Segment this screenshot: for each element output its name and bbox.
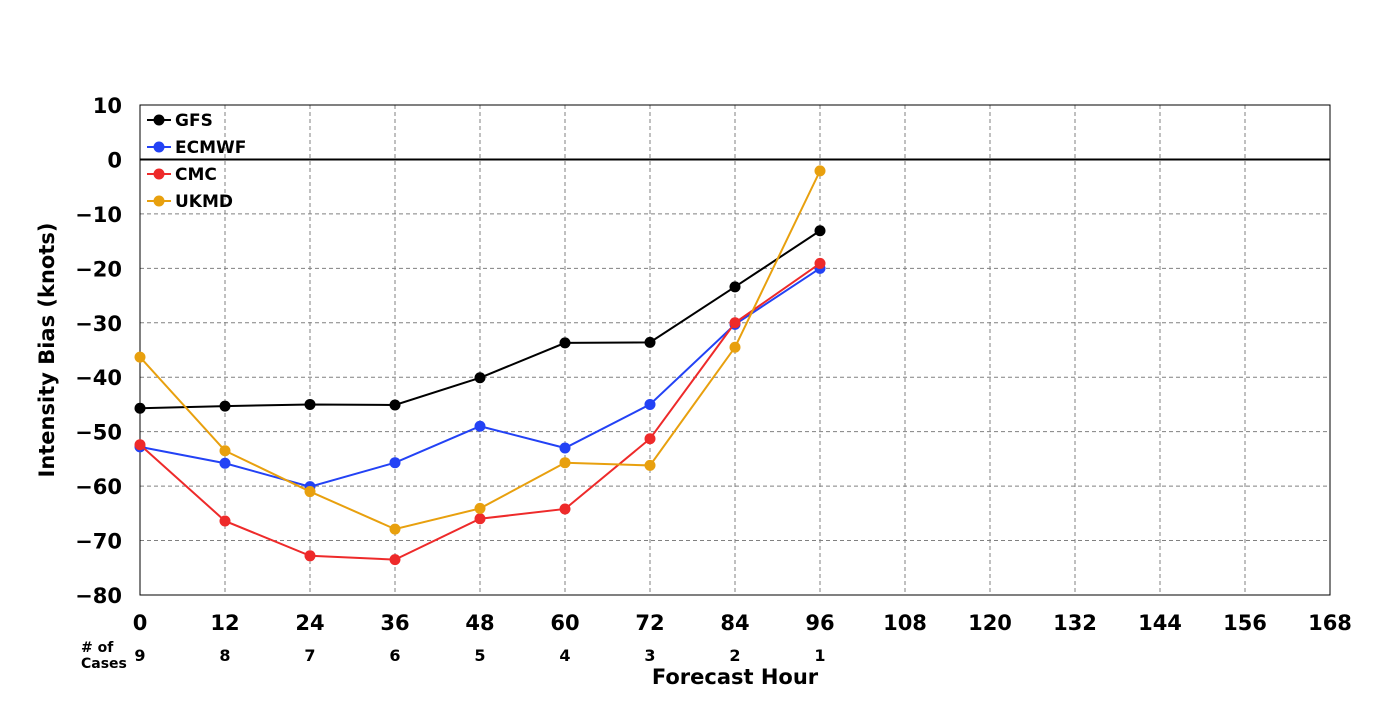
y-tick-label: −80 [75, 584, 122, 608]
grid-layer [140, 105, 1330, 595]
x-tick-labels: 0 12 24 36 48 60 72 84 96 108 120 132 144 156 168 [133, 611, 1352, 635]
y-tick-label: −70 [75, 530, 122, 554]
data-point-ukmd [644, 459, 656, 471]
x-tick-label: 108 [883, 611, 927, 635]
legend-item-ukmd: UKMD [147, 192, 233, 212]
data-point-ecmwf [559, 442, 571, 454]
data-point-ecmwf [389, 457, 401, 469]
x-tick-label: 60 [550, 611, 579, 635]
data-point-gfs [559, 337, 571, 349]
legend-item-cmc: CMC [147, 165, 217, 185]
case-count: 3 [644, 646, 655, 665]
data-point-cmc [559, 503, 571, 515]
legend-label-ecmwf: ECMWF [175, 138, 246, 158]
case-count: 8 [219, 646, 230, 665]
data-point-gfs [814, 225, 826, 237]
x-axis-title: Forecast Hour [652, 665, 819, 689]
series-gfs [134, 225, 826, 414]
legend-label-gfs: GFS [175, 111, 213, 131]
y-tick-label: −20 [75, 257, 122, 281]
legend-marker-cmc [153, 168, 165, 180]
data-point-gfs [729, 281, 741, 293]
data-point-gfs [134, 402, 146, 414]
case-count: 7 [304, 646, 315, 665]
data-point-ukmd [729, 341, 741, 353]
y-tick-label: 0 [107, 148, 122, 172]
series-ukmd [134, 165, 826, 535]
plot-frame [139, 104, 1331, 596]
legend-marker-gfs [153, 114, 165, 126]
data-point-ukmd [814, 165, 826, 177]
x-tick-label: 144 [1138, 611, 1182, 635]
cases-row: # of Cases 9 8 7 6 5 4 3 2 1 [81, 640, 826, 672]
data-point-ecmwf [644, 398, 656, 410]
cases-label-line: Cases [81, 656, 127, 672]
x-tick-label: 24 [295, 611, 324, 635]
data-point-ecmwf [219, 457, 231, 469]
legend-item-ecmwf: ECMWF [147, 138, 246, 158]
case-count: 9 [134, 646, 145, 665]
case-count: 2 [729, 646, 740, 665]
data-point-cmc [219, 515, 231, 527]
legend-marker-ecmwf [153, 141, 165, 153]
case-count: 1 [814, 646, 825, 665]
data-point-ukmd [134, 351, 146, 363]
data-point-gfs [389, 399, 401, 411]
data-point-cmc [474, 513, 486, 525]
data-point-cmc [389, 554, 401, 566]
data-point-cmc [304, 550, 316, 562]
data-point-gfs [304, 398, 316, 410]
case-count: 5 [474, 646, 485, 665]
legend-item-gfs: GFS [147, 111, 213, 131]
x-tick-label: 72 [635, 611, 664, 635]
y-tick-labels: 10 0 −10 −20 −30 −40 −50 −60 −70 −80 [75, 94, 122, 608]
data-point-ukmd [474, 502, 486, 514]
x-tick-label: 12 [210, 611, 239, 635]
legend: GFS ECMWF CMC UKMD [147, 111, 246, 212]
x-tick-label: 120 [968, 611, 1012, 635]
data-point-cmc [814, 257, 826, 269]
data-point-cmc [644, 433, 656, 445]
y-tick-label: −10 [75, 203, 122, 227]
y-tick-label: −50 [75, 421, 122, 445]
x-tick-label: 84 [720, 611, 749, 635]
x-tick-label: 132 [1053, 611, 1097, 635]
y-tick-label: 10 [93, 94, 122, 118]
data-point-gfs [474, 372, 486, 384]
data-point-gfs [644, 336, 656, 348]
data-point-ecmwf [474, 420, 486, 432]
legend-label-cmc: CMC [175, 165, 217, 185]
y-tick-label: −40 [75, 366, 122, 390]
data-point-ukmd [559, 457, 571, 469]
y-tick-label: −60 [75, 475, 122, 499]
x-tick-label: 96 [805, 611, 834, 635]
series-layer [134, 165, 826, 566]
data-point-ukmd [219, 445, 231, 457]
x-tick-label: 36 [380, 611, 409, 635]
data-point-cmc [134, 439, 146, 451]
case-count: 4 [559, 646, 570, 665]
cases-label-line: # of [81, 640, 114, 656]
series-cmc [134, 257, 826, 566]
x-tick-label: 48 [465, 611, 494, 635]
legend-marker-ukmd [153, 195, 165, 207]
case-count: 6 [389, 646, 400, 665]
cases-label: # of Cases [81, 640, 127, 672]
y-tick-label: −30 [75, 312, 122, 336]
legend-label-ukmd: UKMD [175, 192, 233, 212]
data-point-ukmd [304, 486, 316, 498]
x-tick-label: 156 [1223, 611, 1267, 635]
x-tick-label: 0 [133, 611, 148, 635]
y-axis-title: Intensity Bias (knots) [35, 223, 59, 478]
data-point-cmc [729, 317, 741, 329]
data-point-gfs [219, 400, 231, 412]
data-point-ukmd [389, 523, 401, 535]
x-tick-label: 168 [1308, 611, 1352, 635]
